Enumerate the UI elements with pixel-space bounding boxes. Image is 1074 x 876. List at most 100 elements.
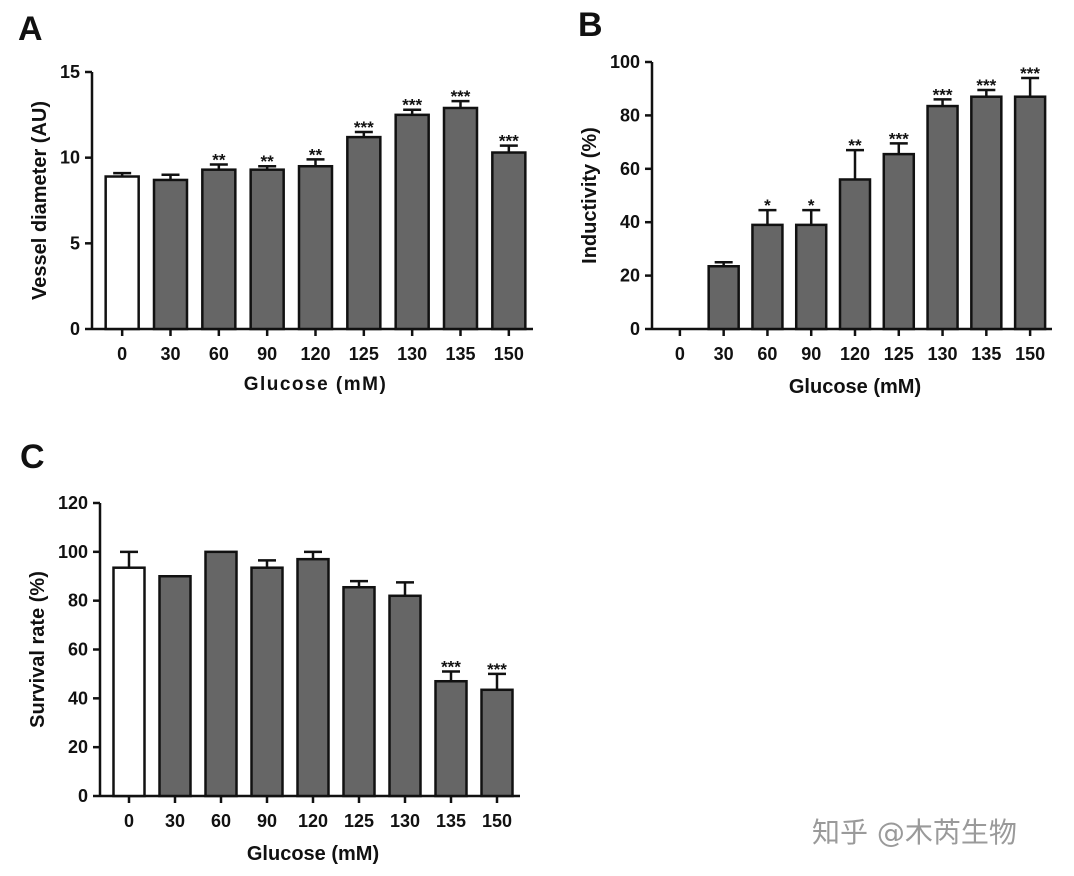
significance-marker: *** [451,87,471,106]
y-tick-label: 80 [68,591,88,611]
bar [249,168,285,331]
x-tick-label: 120 [840,344,870,364]
x-tick-label: 125 [884,344,914,364]
x-tick-label: 30 [165,811,185,831]
y-tick-label: 120 [58,493,88,513]
panel-letter: A [18,10,43,48]
significance-marker: * [808,196,815,215]
panel-letter: B [578,6,603,44]
y-axis-title: Inductivity (%) [579,127,601,264]
watermark-text: 知乎 @木芮生物 [812,816,1017,849]
significance-marker: *** [1020,64,1040,83]
x-tick-label: 150 [1015,344,1045,364]
panel-b: B 0 20 40 60 80 100 0 30 * 60 * 90 ** 120 *** 125 *** 130 *… [578,6,1052,398]
x-tick-label: 150 [482,811,512,831]
significance-marker: *** [402,96,422,115]
y-tick-label: 40 [620,212,640,232]
x-tick-label: 130 [390,811,420,831]
x-tick-label: 150 [494,344,524,364]
x-tick-label: 30 [160,344,180,364]
y-tick-label: 10 [60,148,80,168]
x-tick-label: 0 [124,811,134,831]
significance-marker: *** [354,118,374,137]
bar [926,104,959,331]
x-tick-label: 130 [397,344,427,364]
y-tick-label: 40 [68,688,88,708]
y-tick-label: 15 [60,62,80,82]
x-tick-label: 60 [757,344,777,364]
x-tick-label: 125 [349,344,379,364]
y-tick-label: 20 [620,266,640,286]
bar [970,95,1003,331]
x-tick-label: 125 [344,811,374,831]
significance-marker: *** [889,129,909,148]
x-axis-title: Glucose (mM) [244,374,388,395]
bar [394,113,430,331]
y-tick-label: 5 [70,233,80,253]
y-tick-label: 100 [610,52,640,72]
y-tick-label: 100 [58,542,88,562]
significance-marker: *** [499,132,519,151]
x-tick-label: 30 [714,344,734,364]
y-tick-label: 0 [630,319,640,339]
bar [297,164,334,331]
x-axis-title: Glucose (mM) [247,843,379,865]
bar [346,135,382,331]
bar [434,679,468,798]
bar [296,557,330,798]
significance-marker: *** [441,657,461,676]
significance-marker: *** [487,660,507,679]
significance-marker: ** [212,151,226,170]
x-tick-label: 90 [801,344,821,364]
bar [1013,95,1047,331]
bar [794,223,828,331]
x-tick-label: 90 [257,811,277,831]
y-tick-label: 0 [78,786,88,806]
bar [342,585,376,798]
bar [838,178,872,331]
panel-letter: C [20,438,45,476]
x-tick-label: 135 [971,344,1001,364]
bar [707,265,740,331]
x-tick-label: 60 [211,811,231,831]
bar [250,566,284,798]
y-axis-title: Vessel diameter (AU) [29,101,51,300]
y-tick-label: 20 [68,737,88,757]
y-tick-label: 0 [70,319,80,339]
x-tick-label: 0 [117,344,127,364]
x-tick-label: 60 [209,344,229,364]
bar [201,168,237,331]
x-tick-label: 135 [436,811,466,831]
bar [152,178,189,331]
bar [751,223,784,331]
y-axis-title: Survival rate (%) [27,571,49,728]
bar [112,566,146,798]
bar [388,594,422,798]
bar [480,688,514,798]
y-tick-label: 60 [68,640,88,660]
significance-marker: * [764,196,771,215]
x-tick-label: 120 [298,811,328,831]
bar [104,175,140,331]
x-tick-label: 130 [928,344,958,364]
x-tick-label: 90 [257,344,277,364]
bar [882,152,916,331]
bar [158,575,192,798]
bar [204,550,238,798]
y-tick-label: 80 [620,105,640,125]
x-tick-label: 0 [675,344,685,364]
significance-marker: *** [976,76,996,95]
x-tick-label: 135 [445,344,475,364]
panel-c: C 0 20 40 60 80 100 120 0 30 60 90 120 125 130 *** 135 **… [20,438,520,865]
bar [442,106,479,331]
bar [491,151,527,331]
x-tick-label: 120 [300,344,330,364]
significance-marker: *** [933,85,953,104]
y-tick-label: 60 [620,159,640,179]
significance-marker: ** [309,145,323,164]
x-axis-title: Glucose (mM) [789,376,921,398]
significance-marker: ** [848,136,862,155]
significance-marker: ** [261,152,275,171]
